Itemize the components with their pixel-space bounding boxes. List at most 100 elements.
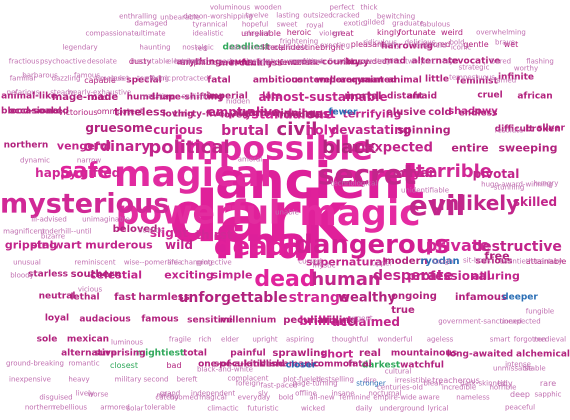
cloud-word: catchy [155, 393, 179, 402]
cloud-word: mercenary [218, 58, 274, 69]
cloud-word: rich [198, 335, 212, 344]
cloud-word: gilded [363, 18, 385, 27]
cloud-word: happy [35, 166, 77, 180]
cloud-word: nostalgic [182, 43, 214, 52]
cloud-word: black [322, 137, 376, 158]
cloud-word: great [332, 29, 354, 38]
cloud-word: fractious [8, 57, 40, 66]
cloud-word: northern [24, 403, 56, 412]
cloud-word: elder [221, 335, 239, 344]
cloud-word: steady [50, 88, 74, 97]
cloud-word: wooden [254, 3, 282, 12]
cloud-word: crowded [352, 57, 388, 66]
cloud-word: protective [196, 258, 232, 267]
cloud-word: deadly [213, 232, 313, 262]
cloud-word: armored [100, 403, 130, 412]
cloud-word: busy [344, 57, 370, 68]
cloud-word: centuries-old [377, 383, 423, 392]
cloud-word: common [312, 359, 356, 370]
cloud-word: dangerous [294, 230, 450, 260]
cloud-word: short [320, 347, 354, 361]
cloud-word: life-changing [167, 258, 213, 267]
cloud-word: disguised [39, 393, 73, 402]
cloud-word: inexpensive [9, 375, 51, 384]
cloud-word: amphibious [180, 58, 228, 67]
cloud-word: professional [407, 269, 491, 283]
cloud-word: powerful [115, 192, 281, 232]
cloud-word: private [425, 236, 491, 255]
cloud-word: supernatural [305, 255, 387, 269]
cloud-word: blind [259, 359, 285, 370]
cloud-word: gusty [258, 57, 278, 66]
cloud-word: electric [145, 74, 171, 83]
cloud-word: plot-fueled [283, 375, 321, 384]
cloud-word: lively [75, 389, 95, 398]
cloud-word: lasting [276, 11, 300, 20]
cloud-word: anything--even [176, 57, 254, 68]
cloud-word: dark-skinned [460, 379, 506, 388]
cloud-word: immortal [277, 110, 323, 121]
cloud-word: overwhelming [476, 28, 526, 37]
cloud-word: imperial [206, 91, 248, 102]
cloud-word: closest [110, 361, 138, 370]
cloud-word: terrifying [342, 107, 402, 121]
cloud-word: little [425, 74, 449, 85]
cloud-word: strategic [458, 63, 490, 72]
cloud-word: thoughtful [331, 335, 369, 344]
cloud-word: red [195, 44, 207, 53]
cloud-word: quiet [111, 74, 129, 83]
cloud-word: heroic [286, 28, 312, 37]
cloud-word: special [126, 75, 162, 86]
cloud-word: humdrum [126, 92, 176, 103]
cloud-word: feminine [339, 393, 371, 402]
cloud-word: strange [288, 290, 350, 306]
cloud-word: inscrutable [130, 57, 170, 66]
cloud-word: exotic [343, 19, 365, 28]
cloud-word: surprising [94, 348, 146, 359]
cloud-word: ground-breaking [6, 359, 64, 368]
cloud-word: vicious [77, 285, 103, 294]
cloud-word: flashing [526, 57, 554, 66]
cloud-word: animal-like [1, 91, 57, 102]
cloud-word: two-part [405, 57, 435, 66]
cloud-word: enthralling [119, 12, 157, 21]
cloud-word: delicious [404, 38, 436, 47]
cloud-word: infinite [497, 72, 535, 83]
cloud-word: lyrical [427, 404, 449, 413]
cloud-word: dead [254, 267, 316, 292]
cloud-word: sweeping [498, 141, 558, 155]
cloud-word: royal [306, 21, 324, 30]
cloud-word: hugo-award-winning [481, 180, 553, 189]
cloud-word: underground [379, 404, 425, 413]
cloud-word: entire [451, 141, 489, 155]
cloud-word: hopeful [241, 20, 269, 29]
cloud-word: page-turning [292, 379, 338, 388]
cloud-word: mild [156, 391, 172, 400]
cloud-word: wonderful [377, 335, 413, 344]
cloud-word: wet [503, 40, 519, 49]
cloud-word: victorious [58, 108, 98, 117]
cloud-word: ultimate [136, 29, 166, 38]
cloud-word: darkest [361, 360, 401, 371]
cloud-word: wild [165, 238, 193, 252]
cloud-word: weird [441, 28, 463, 37]
cloud-word: serious [475, 256, 513, 267]
cloud-word: hungry [533, 179, 559, 188]
cloud-word: african [517, 91, 553, 102]
cloud-word: wealthy [338, 290, 396, 306]
cloud-word: ancient [215, 152, 425, 210]
cloud-word: bereft [176, 375, 198, 384]
cloud-word: everyday [237, 393, 271, 402]
cloud-word: shadowy [448, 106, 498, 117]
cloud-word: cruel [477, 90, 503, 101]
cloud-word: familiar [9, 74, 37, 83]
cloud-word: profound [291, 57, 323, 66]
cloud-word: brutal [221, 123, 269, 139]
cloud-word: mysterious [0, 188, 170, 220]
cloud-word: grand [159, 389, 181, 398]
cloud-word: mexican [66, 334, 110, 345]
cloud-word: solar [126, 404, 144, 413]
cloud-word: attainable [525, 257, 567, 266]
cloud-word: silver [537, 123, 565, 134]
cloud-word: painful [230, 348, 266, 359]
